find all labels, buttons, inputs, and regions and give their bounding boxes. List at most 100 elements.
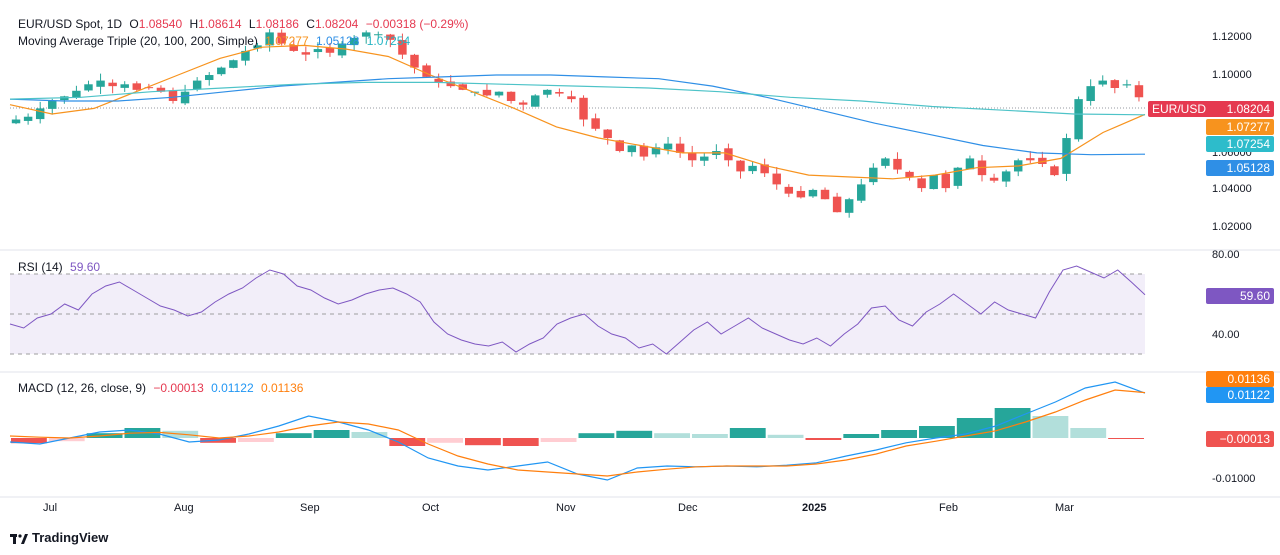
candle-body xyxy=(72,90,81,98)
candle-body xyxy=(881,158,890,166)
ma100-value: 1.05128 xyxy=(316,34,360,48)
candle-body xyxy=(1062,138,1071,174)
macd-histogram-bar xyxy=(540,438,577,442)
candle-body xyxy=(337,43,347,56)
macd-histogram-bar xyxy=(48,438,85,442)
candle-body xyxy=(748,165,757,172)
candle-body xyxy=(820,189,830,200)
candle-body xyxy=(205,75,214,81)
price-legend: EUR/USD Spot, 1D O1.08540 H1.08614 L1.08… xyxy=(18,17,472,31)
candle-body xyxy=(917,178,926,189)
candle-body xyxy=(857,184,866,201)
rsi-layer xyxy=(9,265,1146,355)
candle-body xyxy=(277,32,286,44)
candle-body xyxy=(796,190,806,198)
candle-body xyxy=(144,87,154,89)
macd-hist-value: −0.00013 xyxy=(153,381,204,395)
price-tick-label: 1.02000 xyxy=(1212,221,1252,233)
candle-body xyxy=(1074,99,1083,140)
x-tick-label: Aug xyxy=(174,502,194,514)
macd-histogram-bar xyxy=(767,434,804,438)
candle-body xyxy=(639,145,649,157)
candle-body xyxy=(663,143,673,150)
price-tick-label: 1.10000 xyxy=(1212,69,1252,81)
macd-histogram-bar xyxy=(692,434,728,438)
candle-body xyxy=(905,171,914,177)
candle-body xyxy=(591,118,600,129)
ma20-price-tag: 1.07277 xyxy=(1206,119,1274,135)
candle-body xyxy=(35,108,45,120)
candle-body xyxy=(1098,80,1107,85)
candle-body xyxy=(11,119,21,124)
candle-body xyxy=(941,173,950,189)
x-tick-label: Dec xyxy=(678,502,698,514)
ma-line-ma-20 xyxy=(9,44,1146,180)
macd-layer xyxy=(9,381,1146,481)
open-value: 1.08540 xyxy=(138,17,183,31)
candle-body xyxy=(313,49,323,53)
macd-histogram-bar xyxy=(502,438,539,446)
candle-body xyxy=(687,153,697,161)
macd-histogram-bar xyxy=(654,433,690,438)
high-label: H xyxy=(189,17,199,31)
ma-legend: Moving Average Triple (20, 100, 200, Sim… xyxy=(18,34,414,48)
candle-body xyxy=(96,80,105,87)
candle-body xyxy=(361,32,371,37)
x-tick-label: Mar xyxy=(1055,502,1074,514)
macd-histogram-bar xyxy=(919,426,955,438)
candle-body xyxy=(869,167,878,183)
candle-body xyxy=(772,173,781,185)
macd-histogram-bar xyxy=(1032,416,1069,438)
low-label: L xyxy=(248,17,256,31)
candle-body xyxy=(929,175,938,190)
candle-body xyxy=(579,97,588,120)
macd-line-value: 0.01122 xyxy=(211,381,254,395)
candle-body xyxy=(543,89,552,95)
candle-body xyxy=(1026,158,1035,161)
tradingview-logo-icon xyxy=(10,533,28,544)
candle-body xyxy=(893,158,902,170)
candles-layer xyxy=(11,29,1144,218)
rsi-legend: RSI (14) 59.60 xyxy=(18,260,104,274)
rsi-line xyxy=(9,265,1146,355)
candle-body xyxy=(374,34,383,36)
macd-histogram-bar xyxy=(616,430,653,438)
change-value: −0.00318 (−0.29%) xyxy=(365,17,469,31)
candle-body xyxy=(325,47,335,53)
macd-legend: MACD (12, 26, close, 9) −0.00013 0.01122… xyxy=(18,381,307,395)
candle-body xyxy=(446,81,455,87)
x-tick-label: Feb xyxy=(939,502,958,514)
candle-body xyxy=(120,84,129,88)
macd-line-tag: 0.01122 xyxy=(1206,387,1274,403)
macd-histogram-bar xyxy=(465,438,501,446)
candle-body xyxy=(23,116,33,121)
macd-histogram-bar xyxy=(351,432,388,438)
x-tick-label: Nov xyxy=(556,502,576,514)
macd-histogram-bar xyxy=(994,408,1031,438)
candle-body xyxy=(168,90,178,101)
candle-body xyxy=(289,44,298,51)
candle-body xyxy=(84,84,93,91)
candle-body xyxy=(965,158,975,170)
candle-body xyxy=(349,37,359,46)
ma200-value: 1.07254 xyxy=(366,34,411,48)
close-price-tag: 1.08204 xyxy=(1206,101,1274,117)
candle-body xyxy=(301,52,311,55)
tradingview-brand[interactable]: TradingView xyxy=(10,530,108,545)
macd-histogram-bar xyxy=(881,430,917,438)
candle-body xyxy=(567,96,576,100)
candle-body xyxy=(736,160,745,172)
close-label: C xyxy=(306,17,315,31)
ma-title: Moving Average Triple (20, 100, 200, Sim… xyxy=(18,34,258,48)
candle-body xyxy=(1134,85,1144,98)
candle-body xyxy=(398,40,407,55)
x-tick-label: Jul xyxy=(43,502,57,514)
macd-histogram-bar xyxy=(427,438,463,443)
rsi-title: RSI (14) xyxy=(18,260,63,274)
candle-body xyxy=(518,102,528,105)
symbol-price-tag: EUR/USD xyxy=(1148,101,1211,117)
macd-histogram-bar xyxy=(313,430,350,438)
price-tick-label: 1.12000 xyxy=(1212,31,1252,43)
macd-histogram-bar xyxy=(805,438,842,440)
